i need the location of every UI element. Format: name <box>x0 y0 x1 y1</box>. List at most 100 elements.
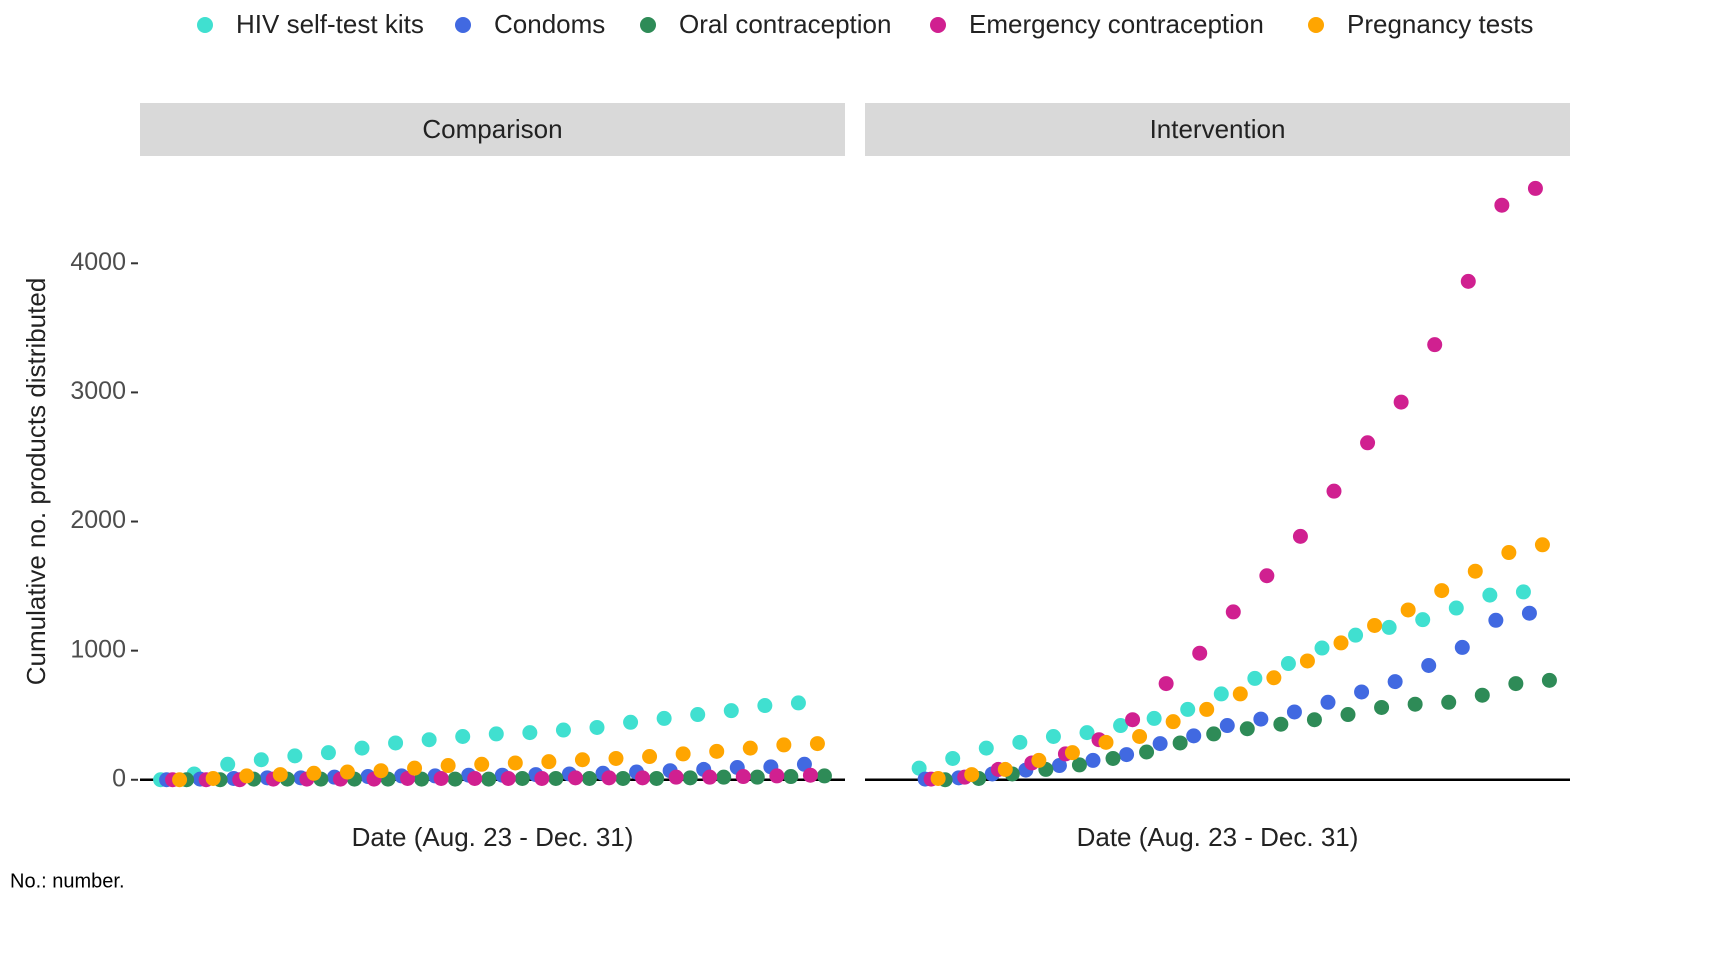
point <box>1527 180 1543 196</box>
point <box>388 735 404 751</box>
x-axis-label: Date (Aug. 23 - Dec. 31) <box>352 822 634 852</box>
point <box>635 770 651 786</box>
point <box>1454 639 1470 655</box>
legend-label: Condoms <box>494 9 605 39</box>
point <box>1360 435 1376 451</box>
point <box>373 763 389 779</box>
point <box>1348 627 1364 643</box>
point <box>816 768 832 784</box>
point <box>682 770 698 786</box>
point <box>1031 752 1047 768</box>
point <box>930 770 946 786</box>
point <box>802 767 818 783</box>
legend-marker <box>197 17 213 33</box>
legend-label: Emergency contraception <box>969 9 1264 39</box>
point <box>1541 672 1557 688</box>
point <box>548 770 564 786</box>
point <box>272 767 288 783</box>
point <box>911 760 927 776</box>
point <box>1012 734 1028 750</box>
point <box>306 765 322 781</box>
point <box>1071 757 1087 773</box>
point <box>522 725 538 741</box>
point <box>1501 545 1517 561</box>
point <box>1152 736 1168 752</box>
point <box>1213 686 1229 702</box>
point <box>1488 612 1504 628</box>
point <box>354 740 370 756</box>
point <box>481 771 497 787</box>
point <box>783 769 799 785</box>
facet-strip <box>140 103 845 156</box>
point <box>749 769 765 785</box>
facet-title: Intervention <box>1150 114 1286 144</box>
point <box>1286 704 1302 720</box>
point <box>1521 605 1537 621</box>
point <box>320 745 336 761</box>
point <box>339 764 355 780</box>
point <box>172 772 188 788</box>
point <box>1326 483 1342 499</box>
point <box>1441 694 1457 710</box>
point <box>555 722 571 738</box>
point <box>656 710 672 726</box>
point <box>239 768 255 784</box>
point <box>702 769 718 785</box>
point <box>1387 674 1403 690</box>
point <box>809 736 825 752</box>
point <box>581 770 597 786</box>
point <box>757 698 773 714</box>
point <box>1119 747 1135 763</box>
y-tick-label: 1000 <box>70 635 126 663</box>
point <box>1374 699 1390 715</box>
point <box>1333 635 1349 651</box>
y-tick-label: 0 <box>112 764 126 792</box>
point <box>1165 714 1181 730</box>
point <box>287 748 303 764</box>
point <box>1381 619 1397 635</box>
facet-title: Comparison <box>422 114 562 144</box>
point <box>589 719 605 735</box>
point <box>601 770 617 786</box>
point <box>205 770 221 786</box>
point <box>1474 687 1490 703</box>
point <box>1427 337 1443 353</box>
point <box>574 752 590 768</box>
point <box>1192 645 1208 661</box>
point <box>440 758 456 774</box>
point <box>507 755 523 771</box>
point <box>1415 612 1431 628</box>
legend-marker <box>930 17 946 33</box>
point <box>1132 729 1148 745</box>
legend-label: HIV self-test kits <box>236 9 424 39</box>
point <box>1393 394 1409 410</box>
point <box>716 769 732 785</box>
point <box>964 767 980 783</box>
point <box>668 769 684 785</box>
point <box>407 760 423 776</box>
point <box>769 768 785 784</box>
point <box>1113 718 1129 734</box>
point <box>534 770 550 786</box>
point <box>1045 729 1061 745</box>
legend-label: Oral contraception <box>679 9 891 39</box>
point <box>447 771 463 787</box>
point <box>675 746 691 762</box>
point <box>1186 728 1202 744</box>
point <box>1508 676 1524 692</box>
y-axis-label: Cumulative no. products distributed <box>21 278 51 686</box>
point <box>1266 670 1282 686</box>
point <box>1219 718 1235 734</box>
point <box>1064 745 1080 761</box>
point <box>1172 735 1188 751</box>
point <box>945 750 961 766</box>
point <box>1239 721 1255 737</box>
point <box>1079 725 1095 741</box>
point <box>1098 734 1114 750</box>
point <box>1448 600 1464 616</box>
point <box>1206 726 1222 742</box>
point <box>796 756 812 772</box>
point <box>1105 750 1121 766</box>
point <box>1051 758 1067 774</box>
